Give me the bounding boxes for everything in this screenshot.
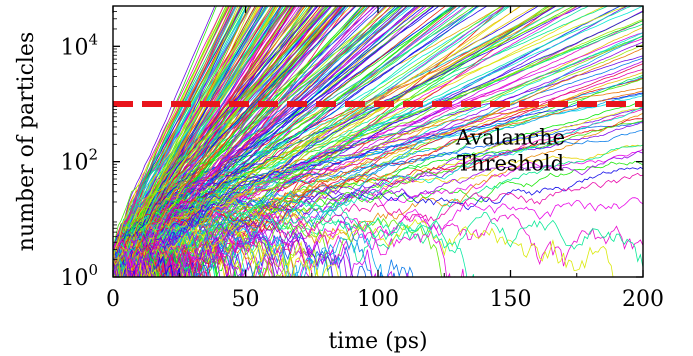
- trajectory-line: [113, 6, 330, 260]
- trajectory-line: [113, 6, 558, 260]
- trajectory-line: [113, 6, 481, 250]
- trajectory-line: [113, 6, 262, 260]
- trajectory-line: [113, 240, 138, 277]
- y-tick-label: 104: [60, 30, 98, 60]
- trajectory-line: [113, 194, 475, 277]
- trajectory-line: [113, 259, 118, 277]
- trajectory-line: [113, 6, 260, 266]
- trajectory-line: [113, 6, 285, 277]
- x-axis-label: time (ps): [328, 329, 427, 354]
- trajectory-line: [113, 6, 273, 260]
- trajectory-line: [113, 6, 258, 250]
- trajectory-line: [113, 35, 643, 255]
- trajectory-line: [113, 6, 319, 260]
- trajectory-line: [113, 6, 579, 277]
- trajectory-line: [113, 6, 264, 250]
- trajectory-line: [113, 6, 502, 268]
- trajectory-line: [113, 6, 479, 277]
- trajectory-line: [113, 6, 216, 250]
- trajectory-line: [113, 6, 248, 277]
- trajectory-line: [113, 6, 401, 252]
- trajectory-line: [113, 6, 403, 260]
- trajectory-line: [113, 6, 303, 253]
- trajectory-line: [113, 6, 522, 277]
- y-axis-label: number of particles: [14, 32, 39, 251]
- trajectory-line: [113, 204, 643, 268]
- trajectory-line: [113, 6, 339, 266]
- trajectory-line: [113, 6, 420, 260]
- trajectory-line: [113, 249, 153, 277]
- trajectory-line: [113, 249, 125, 277]
- trajectory-line: [113, 216, 334, 277]
- trajectory-line: [113, 6, 344, 254]
- trajectory-lines: [113, 6, 643, 277]
- trajectory-line: [113, 172, 643, 277]
- x-tick-label: 0: [106, 287, 120, 312]
- trajectory-line: [113, 6, 537, 277]
- trajectory-line: [113, 262, 128, 277]
- trajectory-line: [113, 6, 342, 277]
- trajectory-line: [113, 144, 643, 266]
- trajectory-line: [113, 106, 643, 253]
- trajectory-line: [113, 6, 296, 265]
- x-tick-label: 200: [622, 287, 664, 312]
- annotation-line-2: Threshold: [457, 151, 564, 175]
- trajectory-line: [113, 6, 633, 268]
- trajectory-line: [113, 6, 590, 277]
- trajectory-line: [113, 6, 314, 250]
- trajectory-line: [113, 35, 643, 277]
- trajectory-line: [113, 6, 228, 260]
- trajectory-line: [113, 6, 454, 250]
- x-axis-ticks: 0 50 100 150 200: [106, 6, 664, 312]
- trajectory-line: [113, 6, 264, 251]
- trajectory-line: [113, 6, 231, 250]
- trajectory-line: [113, 6, 325, 277]
- avalanche-threshold-annotation: Avalanche Threshold: [455, 125, 565, 175]
- trajectory-line: [113, 35, 643, 269]
- trajectory-line: [113, 6, 225, 250]
- x-tick-label: 100: [357, 287, 399, 312]
- trajectory-line: [113, 244, 229, 277]
- trajectory-line: [113, 57, 643, 277]
- y-tick-label: 100: [60, 261, 98, 291]
- y-axis-ticks: 100 102 104: [60, 5, 643, 291]
- x-tick-label: 150: [490, 287, 532, 312]
- annotation-line-1: Avalanche: [455, 125, 565, 149]
- trajectory-line: [113, 259, 117, 277]
- trajectory-line: [113, 6, 264, 260]
- trajectory-line: [113, 6, 627, 261]
- trajectory-line: [113, 120, 643, 277]
- trajectory-line: [113, 224, 339, 277]
- y-tick-label: 102: [60, 146, 98, 176]
- trajectory-line: [113, 6, 344, 277]
- trajectory-line: [113, 249, 154, 277]
- trajectory-line: [113, 6, 247, 250]
- trajectory-line: [113, 227, 353, 277]
- x-tick-label: 50: [232, 287, 260, 312]
- trajectory-line: [113, 6, 408, 258]
- trajectory-line: [113, 10, 643, 272]
